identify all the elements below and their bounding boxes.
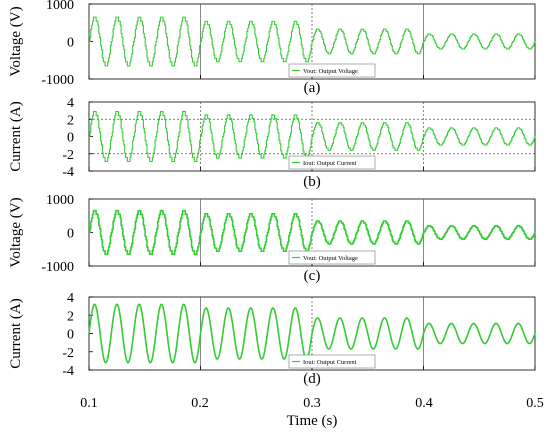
x-tick-label-0: 0.1 — [80, 396, 98, 411]
legend-box — [288, 63, 376, 78]
panel-d: 4 2 0 -2 -4 Current (A) (d) Iout: Output Curren… — [8, 291, 536, 387]
panel-a: 1000 0 -1000 Voltage (V) (a) Vout: Output Vol… — [8, 0, 536, 96]
legend: Vout: Output Voltage — [288, 63, 376, 78]
y-tick-label: -2 — [62, 148, 74, 163]
legend-box — [288, 354, 376, 369]
x-tick-label-3: 0.4 — [415, 396, 433, 411]
y-axis-label: Voltage (V) — [8, 6, 24, 76]
legend: Vout: Output Voltage — [288, 250, 376, 265]
y-tick-label: -1000 — [41, 260, 74, 275]
panel-caption: (d) — [303, 371, 321, 387]
y-tick-label: 1000 — [46, 193, 74, 208]
y-tick-label: 0 — [67, 36, 74, 51]
x-tick-label-2: 0.3 — [303, 396, 321, 411]
y-tick-label: -2 — [62, 346, 74, 361]
y-axis-label: Voltage (V) — [8, 197, 24, 267]
legend-box — [288, 250, 376, 265]
x-axis-label: Time (s) — [287, 413, 338, 429]
series-line — [89, 16, 536, 67]
panel-c: 1000 0 -1000 Voltage (V) (c) Vout: Output Vol… — [8, 193, 536, 284]
y-tick-label: -4 — [62, 364, 74, 379]
y-tick-label: 0 — [67, 328, 74, 343]
panel-caption: (b) — [303, 174, 321, 190]
legend: Iout: Output Current — [288, 155, 376, 170]
y-tick-label: 1000 — [46, 0, 74, 13]
y-tick-label: 2 — [67, 113, 74, 128]
y-tick-label: 2 — [67, 309, 74, 324]
legend-box — [288, 155, 376, 170]
panel-b: 4 2 0 -2 -4 Current (A) (b) Iout: Output Curren… — [8, 96, 536, 190]
legend-label: Vout: Output Voltage — [303, 68, 358, 75]
legend-label: Iout: Output Current — [303, 160, 357, 167]
panels: 1000 0 -1000 Voltage (V) (a) Vout: Output Vol… — [8, 0, 536, 387]
series-line — [88, 303, 536, 364]
x-tick-label-4: 0.5 — [526, 396, 544, 411]
legend: Iout: Output Current — [288, 354, 376, 369]
y-tick-label: -4 — [62, 165, 74, 180]
y-tick-label: 0 — [67, 131, 74, 146]
y-axis-label: Current (A) — [8, 298, 24, 368]
panel-caption: (a) — [304, 80, 321, 96]
y-tick-label: 0 — [67, 227, 74, 242]
y-tick-label: -1000 — [41, 73, 74, 88]
panel-caption: (c) — [304, 268, 321, 284]
x-tick-label-1: 0.2 — [191, 396, 209, 411]
legend-label: Iout: Output Current — [303, 359, 357, 366]
x-axis: 0.1 0.2 0.3 0.4 0.5 Time (s) — [80, 396, 544, 429]
series-line — [89, 209, 536, 256]
y-axis-label: Current (A) — [8, 101, 24, 171]
legend-label: Vout: Output Voltage — [303, 255, 358, 262]
series-line — [89, 110, 536, 163]
y-tick-label: 4 — [67, 291, 74, 306]
y-tick-label: 4 — [67, 96, 74, 111]
